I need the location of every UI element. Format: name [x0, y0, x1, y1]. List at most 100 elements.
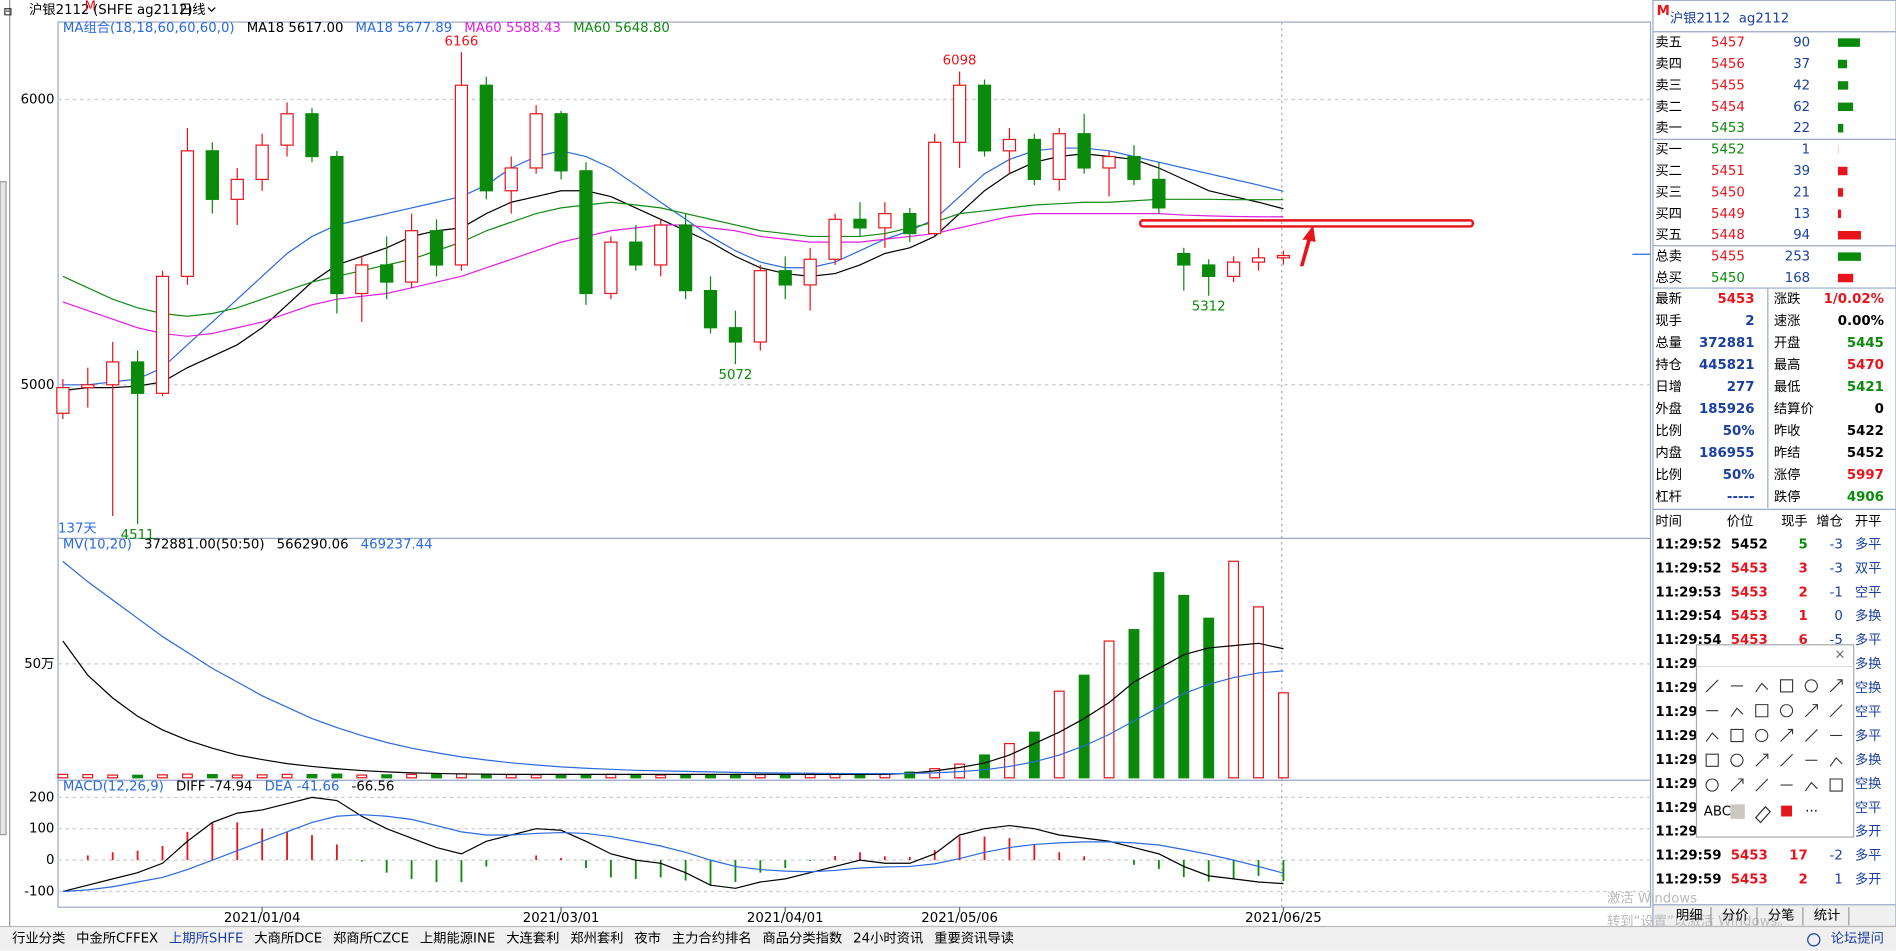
- menu-bar: [0, 926, 1896, 951]
- tool-icon[interactable]: [1804, 679, 1818, 693]
- trade-type: 多平: [1855, 727, 1882, 744]
- stat-value: 50%: [1723, 468, 1755, 483]
- book-bar: [1837, 252, 1861, 261]
- tool-icon[interactable]: [1755, 682, 1769, 693]
- book-price: 5457: [1711, 36, 1745, 51]
- tab[interactable]: 分价: [1722, 908, 1749, 924]
- menu-item[interactable]: 中金所CFFEX: [76, 931, 158, 947]
- tool-icon[interactable]: [1829, 679, 1843, 693]
- menu-item[interactable]: 主力合约排名: [672, 931, 752, 947]
- tool-icon[interactable]: [1829, 778, 1843, 792]
- tool-icon[interactable]: [1705, 753, 1719, 767]
- stat-value: 5452: [1847, 446, 1884, 461]
- menu-item[interactable]: 大连套利: [506, 931, 559, 947]
- eraser-tool[interactable]: [1754, 805, 1772, 824]
- menu-item[interactable]: 重要资讯导读: [934, 931, 1014, 947]
- menu-item[interactable]: 大商所DCE: [254, 931, 322, 947]
- menu-item[interactable]: 夜市: [634, 930, 661, 947]
- volume-bar: [580, 774, 592, 779]
- book-bar: [1837, 123, 1844, 133]
- color-tool[interactable]: [1730, 804, 1745, 819]
- volume-bar: [854, 774, 866, 779]
- tool-icon[interactable]: [1780, 753, 1793, 767]
- tool-icon[interactable]: [1829, 704, 1843, 718]
- trade-oi: -3: [1830, 561, 1843, 576]
- period-selector[interactable]: 日线: [179, 2, 206, 18]
- volume-bar: [82, 774, 94, 779]
- trade-time: 11:29:54: [1655, 609, 1721, 624]
- menu-item[interactable]: 24小时资讯: [853, 931, 923, 947]
- tool-icon[interactable]: [1755, 704, 1769, 718]
- tab[interactable]: 统计: [1814, 908, 1841, 924]
- trade-oi: -1: [1830, 585, 1843, 600]
- tool-icon[interactable]: [1755, 753, 1769, 767]
- book-bar: [1837, 231, 1861, 240]
- trade-type: 多开: [1855, 871, 1882, 888]
- candle-body: [1027, 138, 1041, 180]
- candle-body: [928, 141, 942, 235]
- tool-icon[interactable]: [1780, 728, 1794, 742]
- tab[interactable]: 明细: [1676, 908, 1703, 924]
- tool-icon[interactable]: [1705, 732, 1719, 742]
- indicator-line: [62, 814, 1284, 893]
- menu-item[interactable]: 上期能源INE: [420, 931, 495, 947]
- volume-bar: [1003, 743, 1015, 779]
- window-icon[interactable]: [4, 8, 12, 16]
- tool-icon[interactable]: [1829, 757, 1843, 767]
- tab[interactable]: 分笔: [1768, 908, 1795, 924]
- y-tick-label: 50万: [24, 657, 54, 672]
- dropdown-icon[interactable]: [207, 7, 216, 13]
- menu-item[interactable]: 郑商所CZCE: [333, 931, 409, 947]
- legend-title: MV(10,20): [63, 537, 132, 552]
- candle-body: [330, 155, 344, 295]
- book-volume: 62: [1793, 100, 1810, 115]
- menu-item[interactable]: 上期所SHFE: [169, 931, 243, 947]
- trade-qty: 2: [1798, 585, 1807, 600]
- book-volume: 42: [1793, 78, 1810, 93]
- more-tools[interactable]: ···: [1805, 805, 1818, 820]
- legend-entry: DEA -41.66: [265, 779, 340, 794]
- forum-link[interactable]: 论坛提问: [1831, 931, 1884, 947]
- tool-icon[interactable]: [1755, 778, 1769, 792]
- tool-icon[interactable]: [1730, 753, 1744, 767]
- drawn-arrow[interactable]: [1299, 225, 1316, 267]
- tool-icon[interactable]: [1730, 707, 1744, 718]
- trade-oi: -2: [1830, 849, 1843, 864]
- text-tool[interactable]: ABC: [1704, 805, 1731, 820]
- low-label: 5312: [1192, 300, 1226, 315]
- candle-body: [106, 361, 120, 386]
- trade-time: 11:29:59: [1655, 849, 1721, 864]
- tool-icon[interactable]: [1730, 778, 1744, 792]
- book-label: 卖四: [1655, 56, 1682, 72]
- trade-price: 5453: [1731, 849, 1768, 864]
- forum-icon[interactable]: [1807, 933, 1821, 947]
- tool-icon[interactable]: [1804, 729, 1818, 742]
- tool-icon[interactable]: [1705, 679, 1719, 693]
- delete-tool[interactable]: [1781, 805, 1793, 817]
- tool-icon[interactable]: [1804, 704, 1818, 718]
- drawn-rectangle[interactable]: [1139, 219, 1474, 228]
- trade-time: 11:29:52: [1655, 561, 1721, 576]
- tool-icon[interactable]: [1755, 728, 1769, 742]
- trade-qty: 1: [1798, 609, 1807, 624]
- volume-bar: [206, 774, 218, 779]
- menu-item[interactable]: 行业分类: [12, 931, 65, 947]
- close-button[interactable]: ×: [1834, 647, 1845, 662]
- tool-icon[interactable]: [1804, 781, 1818, 792]
- drawing-toolbar: × ABC ···: [1695, 644, 1855, 838]
- tool-icon[interactable]: [1779, 704, 1794, 718]
- book-volume: 37: [1793, 57, 1810, 72]
- volume-bar: [1103, 640, 1115, 779]
- candle-body: [903, 213, 917, 235]
- tool-icon[interactable]: [1779, 679, 1794, 693]
- y-tick-label: -100: [24, 884, 54, 899]
- candle-body: [803, 258, 817, 286]
- book-label: 买一: [1655, 142, 1682, 158]
- menu-item[interactable]: 郑州套利: [570, 931, 623, 947]
- tool-icon[interactable]: [1730, 728, 1744, 743]
- legend-entry: 566290.06: [277, 537, 349, 552]
- menu-item[interactable]: 商品分类指数: [763, 931, 843, 947]
- book-price: 5450: [1711, 271, 1745, 286]
- tool-icon[interactable]: [1705, 778, 1719, 792]
- volume-bar: [406, 773, 418, 779]
